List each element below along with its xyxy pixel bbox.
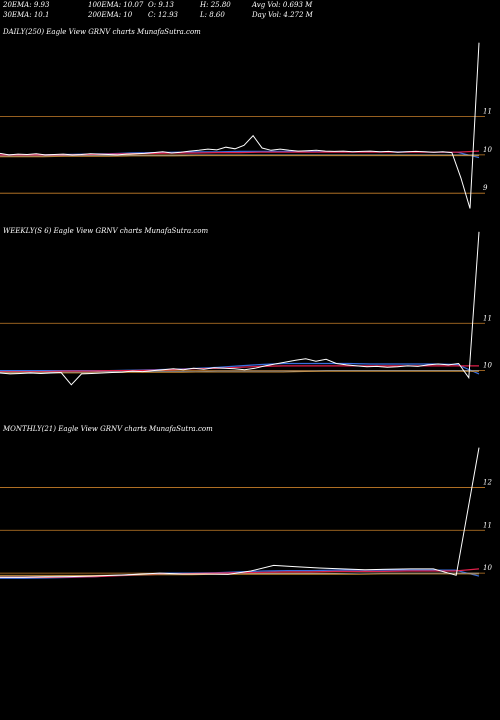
chart-panel-0: 9 10 11: [0, 42, 492, 209]
y-tick-label: 10: [483, 362, 492, 370]
ema-line-1: [0, 365, 479, 373]
header-high: H: 25.80: [200, 1, 231, 9]
y-tick-label: 12: [483, 478, 492, 486]
header-low: L: 8.60: [200, 11, 225, 19]
header-day-vol: Day Vol: 4.272 M: [252, 11, 313, 19]
price-line: [0, 231, 480, 386]
header-20ema: 20EMA: 9.93: [3, 1, 50, 9]
y-tick-label: 11: [483, 108, 492, 116]
y-tick-label: 10: [483, 146, 492, 154]
chart-panel-2: 10 11 12: [0, 447, 492, 579]
header-30ema: 30EMA: 10.1: [3, 11, 50, 19]
monthly-chart-title: MONTHLY(21) Eagle View GRNV charts Munaf…: [3, 425, 213, 433]
header-100ema: 100EMA: 10.07: [88, 1, 144, 9]
ema-line-3: [0, 155, 479, 158]
y-tick-label: 9: [483, 184, 488, 192]
header-avg-vol: Avg Vol: 0.693 M: [252, 1, 313, 9]
header-open: O: 9.13: [148, 1, 174, 9]
y-tick-label: 11: [483, 314, 492, 322]
ema-line-3: [0, 371, 479, 374]
ema-line-2: [0, 154, 479, 157]
header-200ema: 200EMA: 10: [88, 11, 133, 19]
daily-chart-title: DAILY(250) Eagle View GRNV charts Munafa…: [3, 28, 201, 36]
ema-line-3: [0, 573, 479, 576]
y-tick-label: 10: [483, 564, 492, 572]
weekly-chart-title: WEEKLY(S 6) Eagle View GRNV charts Munaf…: [3, 227, 209, 235]
ema-line-2: [0, 370, 479, 373]
header-close: C: 12.93: [148, 11, 178, 19]
price-line: [0, 42, 480, 209]
price-line: [0, 447, 480, 578]
y-tick-label: 11: [483, 521, 492, 529]
chart-panel-1: 10 11: [0, 231, 492, 386]
